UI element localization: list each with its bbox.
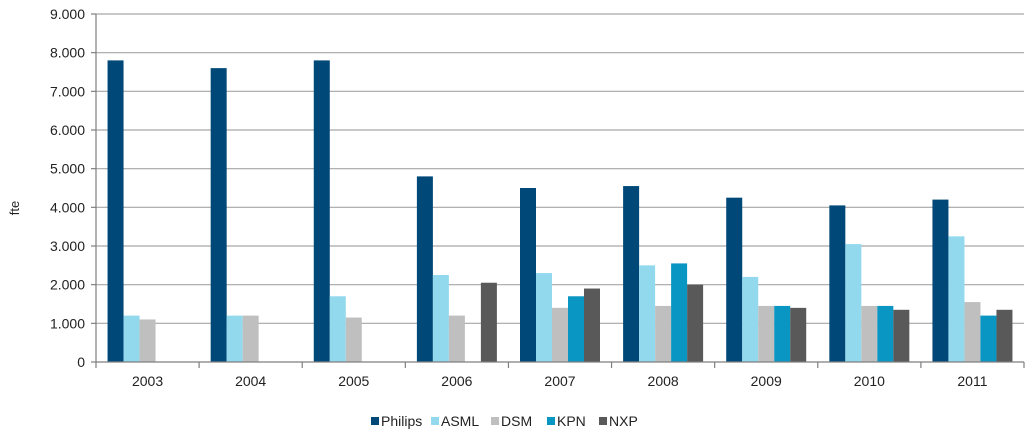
- bar-dsm-2006: [448, 315, 465, 362]
- bar-asml-2003: [123, 315, 140, 362]
- bar-dsm-2011: [964, 302, 981, 362]
- x-tick-label: 2009: [751, 373, 782, 389]
- x-tick-label: 2010: [854, 373, 885, 389]
- bar-dsm-2009: [758, 305, 775, 362]
- x-tick-labels: 2003 2004 2005 2006 2007 2008 2009 2010 2011: [132, 373, 988, 389]
- y-tick-label: 5.000: [50, 161, 85, 177]
- bar-philips-2011: [932, 199, 949, 362]
- bar-kpn-2010: [877, 305, 894, 362]
- bar-asml-2007: [536, 273, 552, 362]
- bar-philips-2005: [313, 60, 330, 363]
- legend-swatch-nxp: [599, 417, 607, 425]
- bar-philips-2006: [416, 176, 433, 362]
- x-tick-label: 2011: [957, 373, 987, 389]
- bar-kpn-2007: [568, 296, 584, 362]
- bar-asml-2008: [639, 265, 656, 362]
- bar-dsm-2004: [242, 315, 259, 362]
- bar-nxp-2008: [687, 284, 704, 362]
- bar-dsm-2010: [861, 305, 878, 362]
- bar-philips-2009: [726, 197, 743, 362]
- bar-dsm-2003: [139, 319, 156, 362]
- bar-asml-2004: [226, 315, 243, 362]
- bar-dsm-2005: [345, 317, 362, 362]
- y-tick-label: 1.000: [50, 315, 85, 331]
- gridlines: [96, 13, 1024, 324]
- y-tick-label: 0: [77, 354, 85, 370]
- legend-label-philips: Philips: [381, 413, 422, 429]
- y-tick-label: 3.000: [50, 238, 85, 254]
- x-tick-label: 2007: [544, 373, 575, 389]
- y-tick-label: 4.000: [50, 199, 85, 215]
- bar-dsm-2007: [552, 307, 568, 362]
- legend-swatch-kpn: [547, 417, 555, 425]
- bar-philips-2010: [829, 205, 846, 362]
- bar-philips-2003: [107, 60, 124, 363]
- y-tick-label: 6.000: [50, 122, 85, 138]
- bar-kpn-2009: [774, 305, 791, 362]
- bar-kpn-2008: [671, 263, 688, 362]
- x-tick-label: 2005: [338, 373, 369, 389]
- legend-swatch-asml: [431, 417, 439, 425]
- bar-philips-2007: [520, 188, 536, 362]
- legend-swatch-dsm: [491, 417, 499, 425]
- legend: Philips ASML DSM KPN NXP: [371, 413, 638, 429]
- bar-asml-2011: [948, 236, 965, 362]
- bar-nxp-2007: [584, 288, 600, 362]
- axes: [91, 13, 1025, 368]
- y-tick-label: 9.000: [50, 6, 85, 22]
- bar-nxp-2009: [790, 307, 807, 362]
- bars: [107, 60, 1013, 363]
- y-tick-label: 8.000: [50, 45, 85, 61]
- bar-nxp-2011: [996, 309, 1013, 362]
- y-tick-label: 2.000: [50, 277, 85, 293]
- y-axis-label: fte: [7, 201, 22, 215]
- legend-label-kpn: KPN: [557, 413, 586, 429]
- bar-asml-2006: [432, 275, 449, 362]
- bar-nxp-2006: [480, 282, 497, 362]
- x-tick-label: 2008: [648, 373, 679, 389]
- bar-nxp-2010: [893, 309, 910, 362]
- legend-label-nxp: NXP: [609, 413, 638, 429]
- bar-asml-2005: [329, 296, 346, 362]
- y-tick-label: 7.000: [50, 83, 85, 99]
- legend-swatch-philips: [371, 417, 379, 425]
- bar-asml-2009: [742, 276, 759, 362]
- bar-philips-2004: [210, 68, 227, 362]
- legend-label-dsm: DSM: [501, 413, 532, 429]
- y-tick-labels: 0 1.000 2.000 3.000 4.000 5.000 6.000 7.000 8.00…: [50, 6, 85, 370]
- legend-label-asml: ASML: [441, 413, 479, 429]
- bar-kpn-2011: [980, 315, 997, 362]
- bar-philips-2008: [623, 186, 640, 362]
- x-tick-label: 2004: [235, 373, 266, 389]
- x-tick-label: 2006: [441, 373, 472, 389]
- x-tick-label: 2003: [132, 373, 163, 389]
- bar-asml-2010: [845, 244, 862, 362]
- bar-dsm-2008: [655, 305, 672, 362]
